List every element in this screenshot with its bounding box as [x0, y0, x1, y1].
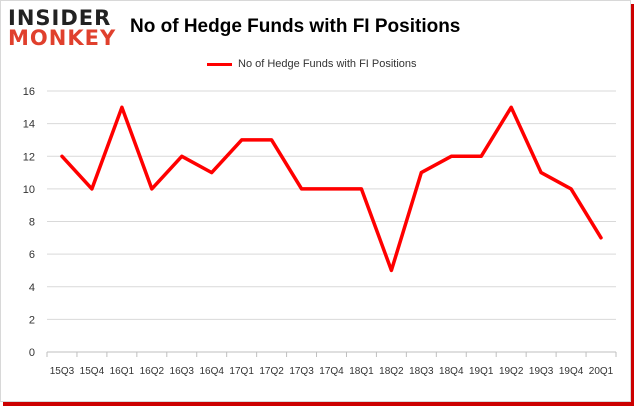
- data-point: [599, 236, 603, 240]
- x-tick-label: 16Q3: [170, 366, 195, 377]
- y-tick-label: 0: [29, 347, 35, 359]
- x-tick-label: 17Q3: [289, 366, 314, 377]
- data-point: [420, 171, 423, 174]
- x-tick-label: 19Q4: [559, 366, 584, 377]
- data-point: [480, 155, 483, 158]
- x-tick-label: 18Q4: [439, 366, 464, 377]
- data-point: [539, 171, 543, 174]
- series-layer: [60, 105, 603, 273]
- y-tick-label: 14: [23, 119, 35, 131]
- data-point: [270, 138, 273, 142]
- x-tick-label: 17Q2: [259, 366, 284, 377]
- x-tick-label: 18Q1: [349, 366, 374, 377]
- data-point: [360, 187, 363, 191]
- data-point: [450, 155, 453, 158]
- legend-swatch: [207, 62, 232, 66]
- x-tick-label: 19Q2: [499, 366, 524, 377]
- x-tick-label: 16Q4: [199, 366, 224, 377]
- y-tick-label: 4: [29, 282, 35, 294]
- x-tick-label: 16Q1: [110, 366, 135, 377]
- data-point: [569, 187, 573, 191]
- x-tick-label: 20Q1: [589, 366, 614, 377]
- data-point: [509, 106, 513, 109]
- x-tick-label: 18Q2: [379, 366, 404, 377]
- y-tick-label: 2: [29, 314, 35, 326]
- chart-title: No of Hedge Funds with FI Positions: [130, 16, 461, 37]
- y-tick-label: 16: [23, 86, 35, 98]
- y-tick-label: 12: [23, 151, 35, 163]
- y-axis: 0 2 4 6 8 10 12 14 16: [23, 86, 35, 359]
- y-tick-label: 6: [29, 249, 35, 261]
- data-point: [330, 187, 333, 191]
- legend-label: No of Hedge Funds with FI Positions: [238, 58, 417, 70]
- logo-line-1: INSIDER: [8, 6, 112, 30]
- x-tick-label: 19Q3: [529, 366, 554, 377]
- gridlines: [47, 90, 616, 353]
- insider-monkey-logo: INSIDER MONKEY: [8, 6, 115, 52]
- chart-legend: No of Hedge Funds with FI Positions: [207, 57, 417, 71]
- data-point: [390, 269, 393, 272]
- logo-line-2: MONKEY: [8, 26, 117, 50]
- x-tick-label: 19Q1: [469, 366, 494, 377]
- x-tick-label: 17Q1: [229, 366, 254, 377]
- x-tick-label: 15Q4: [80, 366, 105, 377]
- data-point: [180, 155, 183, 158]
- data-point: [120, 106, 124, 109]
- data-point: [300, 187, 303, 191]
- data-point: [60, 155, 64, 158]
- x-tick-label: 17Q4: [319, 366, 344, 377]
- y-tick-label: 8: [29, 217, 35, 229]
- x-axis: 15Q3 15Q4 16Q1 16Q2 16Q3 16Q4 17Q1 17Q2 17Q3 17Q4…: [46, 352, 617, 377]
- data-point: [210, 171, 213, 174]
- data-point: [150, 187, 154, 191]
- data-point: [90, 187, 94, 191]
- x-tick-label: 16Q2: [140, 366, 165, 377]
- chart-frame: [0, 0, 631, 402]
- data-point: [240, 138, 243, 142]
- x-tick-label: 15Q3: [50, 366, 75, 377]
- y-tick-label: 10: [23, 184, 35, 196]
- x-tick-label: 18Q3: [409, 366, 434, 377]
